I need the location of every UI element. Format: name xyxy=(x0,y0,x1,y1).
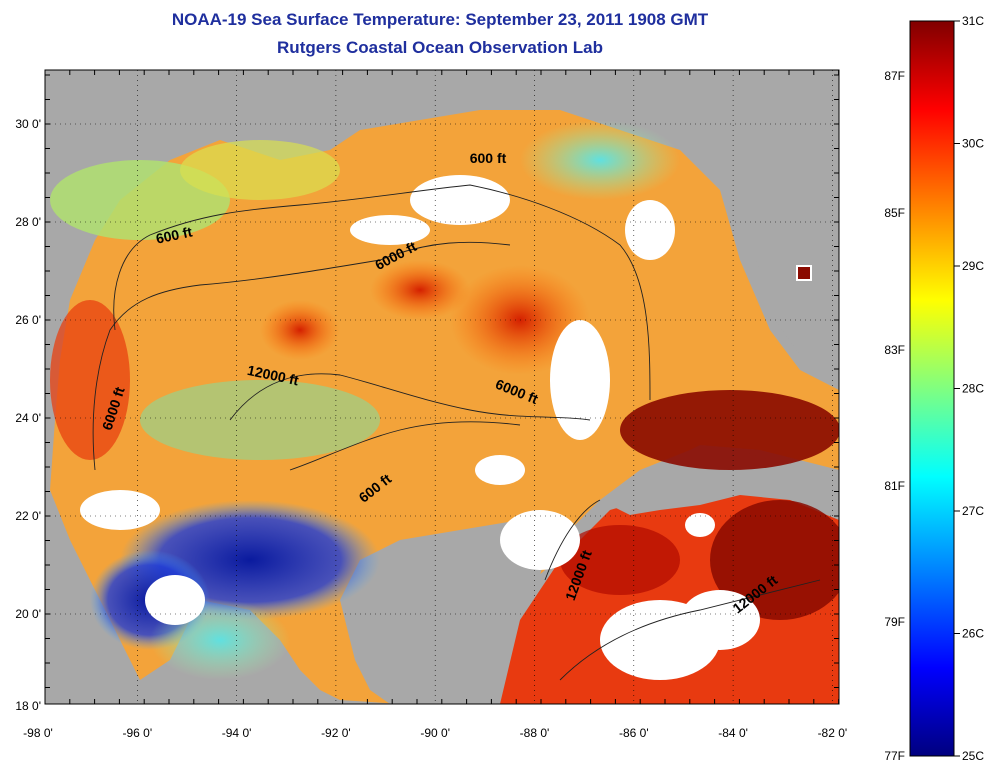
colorbar-ticks xyxy=(954,20,960,757)
contour-label: 600 ft xyxy=(154,223,193,246)
cyan-patch-north xyxy=(520,120,680,200)
latitude-label: 22 0' xyxy=(15,509,41,523)
colorbar-celsius-label: 26C xyxy=(962,627,984,641)
longitude-label: -88 0' xyxy=(520,726,550,740)
colorbar-fahrenheit-label: 87F xyxy=(884,69,905,83)
yucatan xyxy=(340,520,550,704)
colorbar-celsius-label: 31C xyxy=(962,14,984,28)
warm-shelf xyxy=(180,140,340,200)
graticule xyxy=(45,70,839,704)
latitude-labels: 30 0' 28 0' 26 0' 24 0' 22 0' 20 0' 18 0' xyxy=(15,117,41,713)
longitude-labels: -98 0' -96 0' -94 0' -92 0' -90 0' -88 0' -86 … xyxy=(23,726,946,740)
latitude-label: 18 0' xyxy=(15,699,41,713)
bathymetry-contours xyxy=(92,184,821,681)
caribbean-warm xyxy=(560,525,680,595)
lake-okeechobee xyxy=(796,265,812,281)
latitude-label: 24 0' xyxy=(15,411,41,425)
colorbar-fahrenheit-labels: 87F 85F 83F 81F 79F 77F xyxy=(884,69,905,763)
caribbean-hot xyxy=(710,500,839,620)
map-subtitle: Rutgers Coastal Ocean Observation Lab xyxy=(277,38,603,57)
axis-ticks xyxy=(44,70,840,704)
colorbar-celsius-label: 29C xyxy=(962,259,984,273)
colorbar xyxy=(909,20,955,757)
longitude-label: -90 0' xyxy=(420,726,450,740)
loop-current-hot xyxy=(620,390,839,470)
latitude-label: 30 0' xyxy=(15,117,41,131)
map-title: NOAA-19 Sea Surface Temperature: Septemb… xyxy=(171,10,709,29)
colorbar-celsius-label: 28C xyxy=(962,382,984,396)
cuba xyxy=(600,450,839,520)
latitude-label: 26 0' xyxy=(15,313,41,327)
longitude-label: -86 0' xyxy=(619,726,649,740)
cloud-cover xyxy=(80,175,760,680)
colorbar-celsius-label: 25C xyxy=(962,749,984,763)
colorbar-celsius-label: 30C xyxy=(962,137,984,151)
longitude-label: -94 0' xyxy=(222,726,252,740)
colorbar-fahrenheit-label: 79F xyxy=(884,615,905,629)
colorbar-fahrenheit-label: 83F xyxy=(884,343,905,357)
warm-patch-2 xyxy=(260,300,340,360)
florida xyxy=(720,110,839,370)
colorbar-celsius-label: 27C xyxy=(962,504,984,518)
colorbar-fahrenheit-label: 81F xyxy=(884,479,905,493)
longitude-label: -82 0' xyxy=(818,726,848,740)
latitude-label: 28 0' xyxy=(15,215,41,229)
longitude-label: -98 0' xyxy=(23,726,53,740)
colorbar-celsius-labels: 31C 30C 29C 28C 27C 26C 25C xyxy=(962,14,984,763)
longitude-label: -96 0' xyxy=(122,726,152,740)
latitude-label: 20 0' xyxy=(15,607,41,621)
warm-west-coast xyxy=(50,300,130,460)
longitude-label: -84 0' xyxy=(718,726,748,740)
colorbar-fahrenheit-label: 77F xyxy=(884,749,905,763)
warm-patch xyxy=(370,260,470,320)
longitude-label: -92 0' xyxy=(321,726,351,740)
cool-band xyxy=(140,380,380,460)
colorbar-fahrenheit-label: 85F xyxy=(884,206,905,220)
contour-label: 600 ft xyxy=(470,150,507,166)
